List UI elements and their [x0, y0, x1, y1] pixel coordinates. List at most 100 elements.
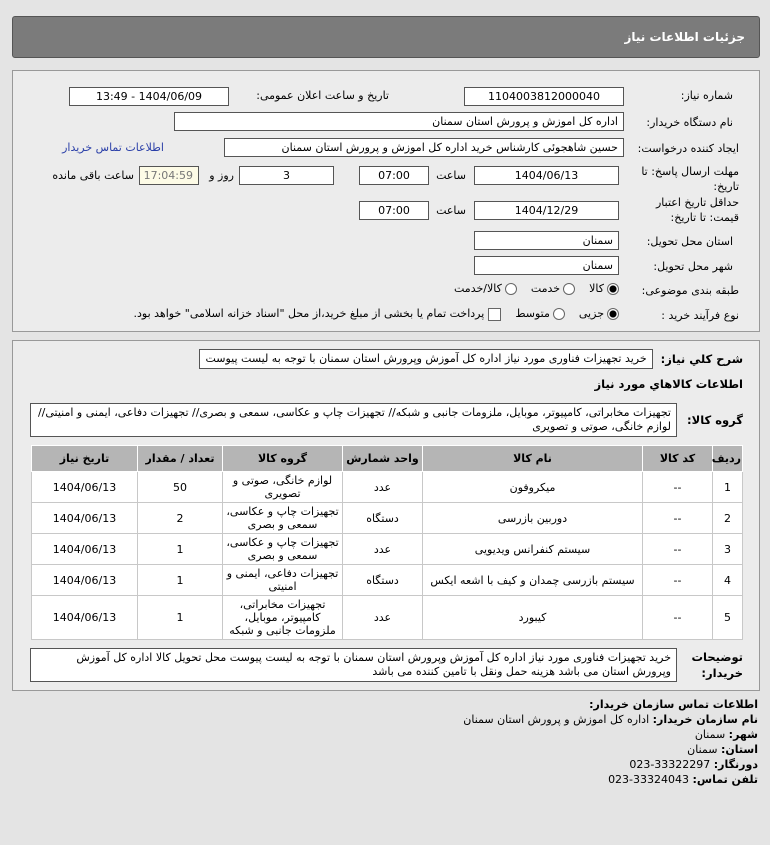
- deadline-time-label: ساعت: [436, 169, 466, 182]
- cell-item-group: تجهیزات چاپ و عکاسی، سمعی و بصری: [222, 502, 343, 534]
- creator-label: ایجاد کننده درخواست:: [637, 142, 739, 155]
- category-label: طبقه بندی موضوعی:: [641, 284, 739, 297]
- treasury-payment-checkbox[interactable]: پرداخت تمام یا بخشی از مبلغ خرید،از محل …: [134, 307, 502, 321]
- process-radio-group: جزیی متوسط پرداخت تمام یا بخشی از مبلغ خ…: [134, 307, 619, 321]
- buyer-contact-link[interactable]: اطلاعات تماس خریدار: [62, 141, 164, 154]
- cell-quantity: 1: [137, 595, 223, 640]
- need-number-label: شماره نیاز:: [680, 89, 733, 102]
- cell-unit: عدد: [342, 533, 423, 565]
- announce-field[interactable]: 1404/06/09 - 13:49: [69, 87, 229, 106]
- need-number-field[interactable]: 1104003812000040: [464, 87, 624, 106]
- creator-field[interactable]: حسین شاهجوئی کارشناس خرید اداره کل اموزش…: [224, 138, 624, 157]
- cell-unit: عدد: [342, 471, 423, 503]
- cell-quantity: 2: [137, 502, 223, 534]
- city-label: شهر محل تحویل:: [653, 260, 733, 273]
- phone-label: تلفن تماس:: [692, 773, 758, 786]
- summary-field: خرید تجهیزات فناوری مورد نیاز اداره کل آ…: [199, 349, 653, 369]
- cell-need-date: 1404/06/13: [31, 471, 138, 503]
- cell-row-number: 2: [712, 502, 743, 534]
- cell-item-group: لوازم خانگی، صوتی و تصویری: [222, 471, 343, 503]
- page-title: جزئیات اطلاعات نیاز: [624, 30, 745, 44]
- deadline-date-field[interactable]: 1404/06/13: [474, 166, 619, 185]
- column-header-item-code: کد کالا: [642, 445, 713, 472]
- column-header-row-number: ردیف: [712, 445, 743, 472]
- fax-label: دورنگار:: [713, 758, 758, 771]
- cell-row-number: 5: [712, 595, 743, 640]
- table-row: 1 -- میکروفون عدد لوازم خانگی، صوتی و تصویری…: [31, 471, 743, 503]
- cell-unit: عدد: [342, 595, 423, 640]
- validity-label: حداقل تاریخ اعتبار قیمت: تا تاریخ:: [655, 196, 739, 224]
- announce-label: تاریخ و ساعت اعلان عمومی:: [256, 89, 389, 102]
- process-label: نوع فرآیند خرید :: [661, 309, 739, 322]
- city-label: شهر:: [728, 728, 758, 741]
- category-goods-radio[interactable]: کالا: [589, 282, 619, 295]
- org-label: نام سازمان خریدار:: [652, 713, 758, 726]
- column-header-item-name: نام کالا: [422, 445, 643, 472]
- cell-quantity: 1: [137, 564, 223, 596]
- notes-field: خرید تجهیزات فناوری مورد نیاز اداره کل آ…: [30, 648, 677, 682]
- need-info-panel: شماره نیاز: 1104003812000040 تاریخ و ساع…: [12, 70, 760, 332]
- validity-date-field[interactable]: 1404/12/29: [474, 201, 619, 220]
- province-value: سمنان: [687, 743, 718, 756]
- buyer-field[interactable]: اداره کل اموزش و پرورش استان سمنان: [174, 112, 624, 131]
- city-value: سمنان: [694, 728, 726, 741]
- cell-quantity: 50: [137, 471, 223, 503]
- province-label: استان محل تحویل:: [646, 235, 733, 248]
- notes-label: توضیحات خریدار:: [691, 650, 744, 680]
- cell-need-date: 1404/06/13: [31, 533, 138, 565]
- buyer-contact-section: اطلاعات تماس سازمان خریدار: نام سازمان خ…: [463, 697, 758, 787]
- cell-item-name: سیستم کنفرانس ویدیویی: [422, 533, 643, 565]
- process-minor-radio[interactable]: جزیی: [579, 307, 619, 320]
- group-field: تجهیزات مخابراتی، کامپیوتر، موبایل، ملزو…: [30, 403, 677, 437]
- deadline-time-field[interactable]: 07:00: [359, 166, 429, 185]
- table-row: 5 -- کیبورد عدد تجهیزات مخابراتی، کامپیوتر، …: [31, 595, 743, 640]
- details-panel: شرح کلي نیاز: خرید تجهیزات فناوری مورد ن…: [12, 340, 760, 691]
- province-field[interactable]: سمنان: [474, 231, 619, 250]
- cell-item-code: --: [642, 471, 713, 503]
- column-header-item-group: گروه کالا: [222, 445, 343, 472]
- process-medium-radio[interactable]: متوسط: [515, 307, 565, 320]
- remaining-label: ساعت باقی مانده: [52, 169, 134, 182]
- goods-table: ردیف کد کالا نام کالا واحد شمارش گروه کالا تع…: [31, 445, 743, 640]
- column-header-need-date: تاریخ نیاز: [31, 445, 138, 472]
- cell-item-code: --: [642, 502, 713, 534]
- cell-need-date: 1404/06/13: [31, 502, 138, 534]
- org-value: اداره کل اموزش و پرورش استان سمنان: [463, 713, 650, 726]
- cell-item-code: --: [642, 595, 713, 640]
- cell-item-name: کیبورد: [422, 595, 643, 640]
- goods-title: اطلاعات کالاهاي مورد نیاز: [594, 377, 743, 391]
- cell-item-name: دوربین بازرسی: [422, 502, 643, 534]
- column-header-unit: واحد شمارش: [342, 445, 423, 472]
- cell-item-group: تجهیزات دفاعی، ایمنی و امنیتی: [222, 564, 343, 596]
- deadline-label: مهلت ارسال پاسخ: تا تاریخ:: [641, 165, 739, 193]
- page-header: جزئیات اطلاعات نیاز: [12, 16, 760, 58]
- table-row: 3 -- سیستم کنفرانس ویدیویی عدد تجهیزات چاپ و…: [31, 533, 743, 565]
- cell-unit: دستگاه: [342, 502, 423, 534]
- cell-row-number: 4: [712, 564, 743, 596]
- group-label: گروه کالا:: [687, 413, 743, 427]
- category-radio-group: کالا خدمت کالا/خدمت: [454, 282, 619, 295]
- category-both-radio[interactable]: کالا/خدمت: [454, 282, 517, 295]
- remaining-time-field: 17:04:59: [139, 166, 199, 185]
- cell-need-date: 1404/06/13: [31, 564, 138, 596]
- city-field[interactable]: سمنان: [474, 256, 619, 275]
- cell-item-code: --: [642, 564, 713, 596]
- cell-row-number: 1: [712, 471, 743, 503]
- cell-item-group: تجهیزات چاپ و عکاسی، سمعی و بصری: [222, 533, 343, 565]
- phone-value: 023-33324043: [608, 773, 690, 786]
- cell-unit: دستگاه: [342, 564, 423, 596]
- summary-label: شرح کلي نیاز:: [660, 352, 743, 366]
- cell-item-group: تجهیزات مخابراتی، کامپیوتر، موبایل، ملزو…: [222, 595, 343, 640]
- contact-title: اطلاعات تماس سازمان خریدار:: [589, 698, 758, 711]
- days-field[interactable]: 3: [239, 166, 334, 185]
- category-service-radio[interactable]: خدمت: [531, 282, 576, 295]
- cell-row-number: 3: [712, 533, 743, 565]
- days-label: روز و: [209, 169, 234, 182]
- validity-time-field[interactable]: 07:00: [359, 201, 429, 220]
- table-row: 2 -- دوربین بازرسی دستگاه تجهیزات چاپ و عکاس…: [31, 502, 743, 534]
- cell-item-code: --: [642, 533, 713, 565]
- table-row: 4 -- سیستم بازرسی چمدان و کیف با اشعه ایکس…: [31, 564, 743, 596]
- validity-time-label: ساعت: [436, 204, 466, 217]
- province-label: استان:: [721, 743, 758, 756]
- buyer-label: نام دستگاه خریدار:: [646, 116, 733, 129]
